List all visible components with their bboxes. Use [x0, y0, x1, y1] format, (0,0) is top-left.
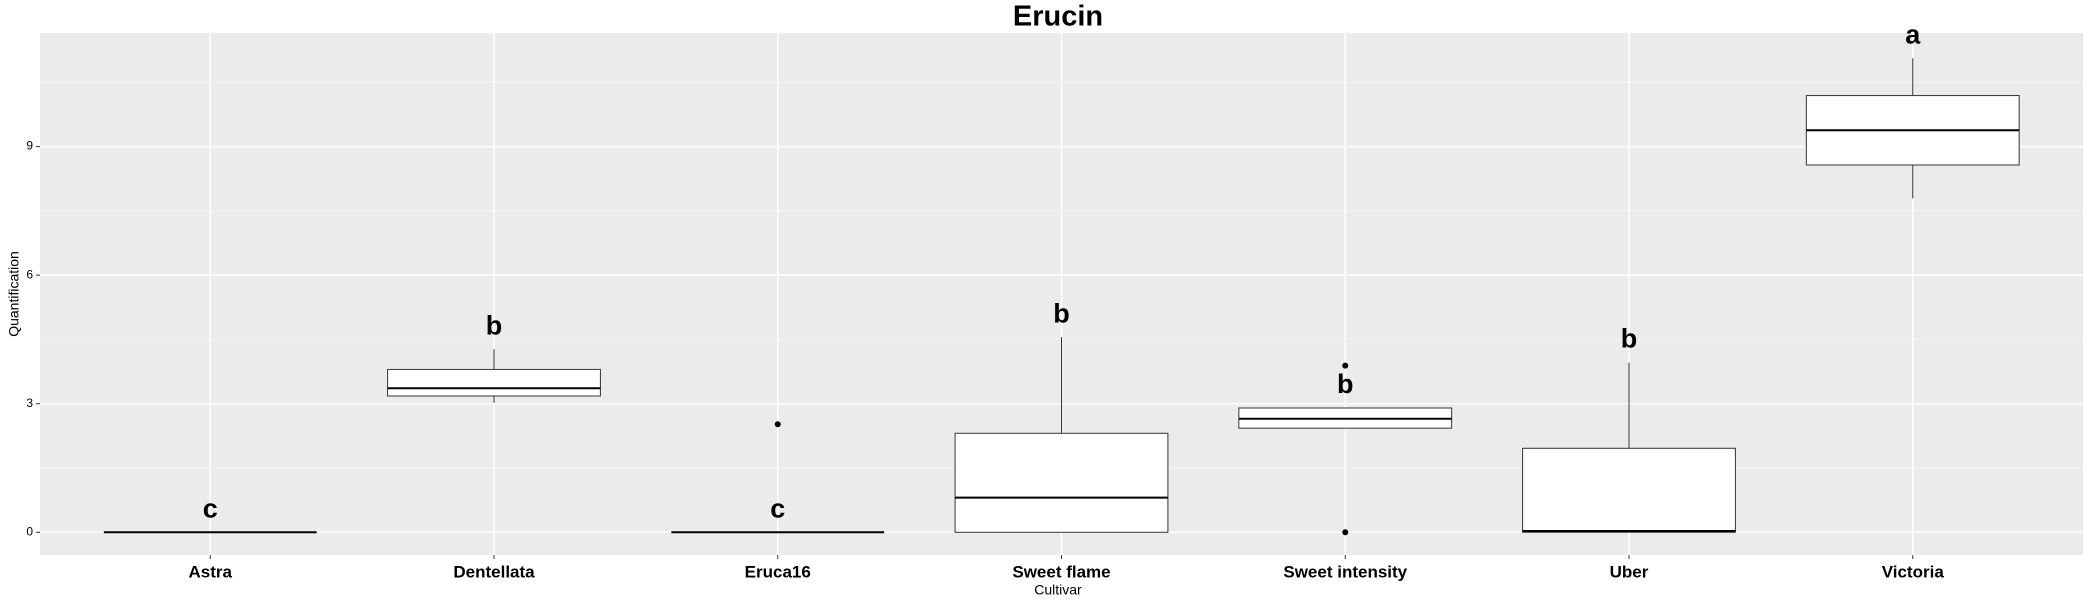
- x-tick-label: Eruca16: [745, 562, 811, 581]
- x-tick-label: Sweet intensity: [1283, 562, 1407, 581]
- significance-letter: c: [770, 493, 785, 523]
- y-tick-label: 6: [26, 267, 33, 281]
- significance-letter: b: [1621, 324, 1638, 354]
- outlier: [774, 421, 781, 428]
- x-tick-label: Sweet flame: [1012, 562, 1110, 581]
- chart-title: Erucin: [1013, 1, 1103, 33]
- box: [387, 368, 601, 397]
- significance-letter: c: [203, 493, 218, 523]
- box: [954, 432, 1169, 533]
- y-tick-label: 0: [26, 524, 33, 538]
- y-tick-label: 9: [26, 139, 33, 153]
- significance-letter: b: [1337, 369, 1354, 399]
- y-axis-title: Quantification: [6, 251, 22, 337]
- significance-letter: b: [486, 310, 503, 340]
- significance-letter: b: [1053, 298, 1070, 328]
- outlier: [1342, 362, 1349, 369]
- significance-letter: a: [1905, 19, 1921, 49]
- y-tick-label: 3: [26, 396, 33, 410]
- x-tick-label: Dentellata: [453, 562, 535, 581]
- x-axis-title: Cultivar: [1034, 582, 1082, 598]
- box: [1522, 447, 1736, 533]
- x-tick-label: Victoria: [1882, 562, 1945, 581]
- x-tick-label: Astra: [189, 562, 233, 581]
- outlier: [1342, 529, 1349, 536]
- x-tick-label: Uber: [1610, 562, 1649, 581]
